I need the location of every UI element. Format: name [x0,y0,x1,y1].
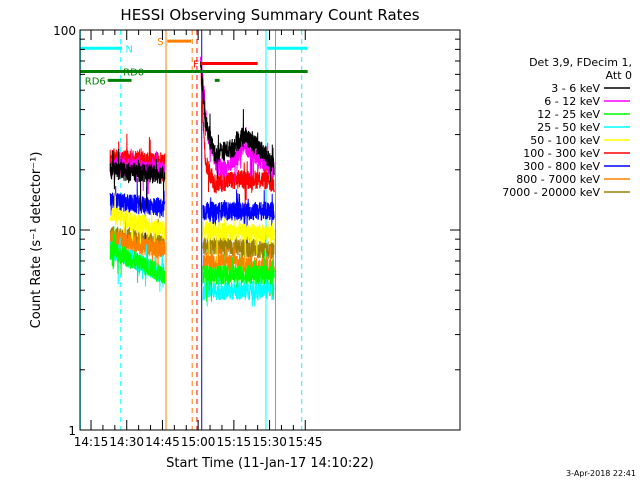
series-line-4 [109,192,275,267]
series-line-0 [109,61,275,211]
x-tick-label-5: 15:30 [252,435,287,449]
y-tick-label-1: 10 [61,224,76,238]
y-tick-label-0: 1 [68,424,76,438]
flag-label-s: S [157,37,163,48]
legend-label-1: 6 - 12 keV [544,95,600,108]
legend-label-8: 7000 - 20000 keV [502,186,600,199]
legend-label-7: 800 - 7000 keV [516,173,600,186]
x-tick-label-4: 15:15 [217,435,252,449]
y-axis-label: Count Rate (s⁻¹ detector⁻¹) [29,152,44,329]
series-line-2 [109,226,275,302]
legend-label-6: 300 - 800 keV [523,160,600,173]
x-tick-label-2: 14:45 [145,435,180,449]
x-tick-label-0: 14:15 [74,435,109,449]
legend-label-5: 100 - 300 keV [523,147,600,160]
legend-label-4: 50 - 100 keV [530,134,600,147]
flag-label-f: F [193,59,199,70]
x-tick-label-3: 15:00 [181,435,216,449]
legend-header-0: Det 3,9, FDecim 1, [529,56,632,69]
plot-area [80,30,308,430]
timestamp: 3-Apr-2018 22:41 [566,469,636,478]
y-tick-label-2: 100 [53,24,76,38]
legend-label-3: 25 - 50 keV [537,121,600,134]
x-tick-label-1: 14:30 [109,435,144,449]
chart-title: HESSI Observing Summary Count Rates [120,6,419,24]
x-axis-label: Start Time (11-Jan-17 14:10:22) [166,456,374,471]
legend-header-1: Att 0 [606,69,632,82]
axes: N S F RD0 RD6 1 10 100 14:15 14:30 14:45 15:00 15:15… [53,24,460,449]
series-line-6 [109,177,275,244]
flag-label-rd0: RD0 [123,68,144,79]
x-tick-label-6: 15:45 [288,435,323,449]
legend-label-2: 12 - 25 keV [537,108,600,121]
legend-label-0: 3 - 6 keV [551,82,600,95]
flag-label-rd6: RD6 [85,76,106,87]
flag-label-n: N [126,44,133,55]
